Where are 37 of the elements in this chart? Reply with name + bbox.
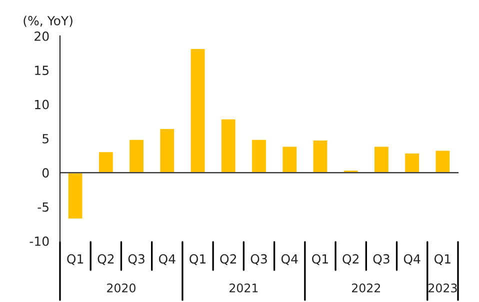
x-tick-label: Q2	[98, 254, 114, 266]
bar	[312, 139, 329, 174]
x-tick-label: Q1	[67, 254, 84, 266]
y-tick-label: 20	[34, 31, 49, 41]
bar	[98, 150, 114, 174]
bar	[404, 152, 420, 174]
bar	[66, 172, 84, 220]
y-tick-label: 0	[42, 168, 49, 178]
x-tick-label: Q4	[404, 254, 420, 266]
text: 2021	[230, 283, 258, 292]
text: 2020	[107, 283, 136, 292]
y-tick-label: 10	[35, 100, 49, 110]
y-tick-label: -10	[30, 236, 49, 246]
bar	[189, 48, 206, 174]
x-tick-label: Q3	[250, 254, 267, 266]
x-tick-label: Q4	[158, 254, 176, 266]
bar	[373, 145, 390, 174]
bar	[158, 128, 176, 174]
x-tick-label: Q1	[190, 254, 206, 266]
x-tick-label: Q1	[312, 254, 328, 266]
x-tick-label: Q2	[220, 254, 236, 266]
bar	[220, 118, 237, 174]
bar	[250, 138, 268, 174]
y-tick-label: 5	[42, 134, 48, 144]
x-tick-label: Q3	[373, 254, 390, 266]
x-tick-label: Q4	[281, 254, 298, 266]
y-tick-label: 15	[35, 66, 48, 76]
y-axis-title: (%, YoY)	[24, 16, 72, 27]
text: 2023	[428, 283, 457, 292]
x-tick-label: Q3	[128, 254, 144, 266]
x-tick-label: Q2	[342, 254, 358, 266]
x-tick-label: Q1	[434, 254, 450, 266]
bar	[434, 149, 452, 174]
bar	[128, 138, 145, 174]
text: 2022	[352, 283, 380, 292]
bar	[281, 145, 298, 174]
y-tick-label: -5	[38, 202, 48, 212]
